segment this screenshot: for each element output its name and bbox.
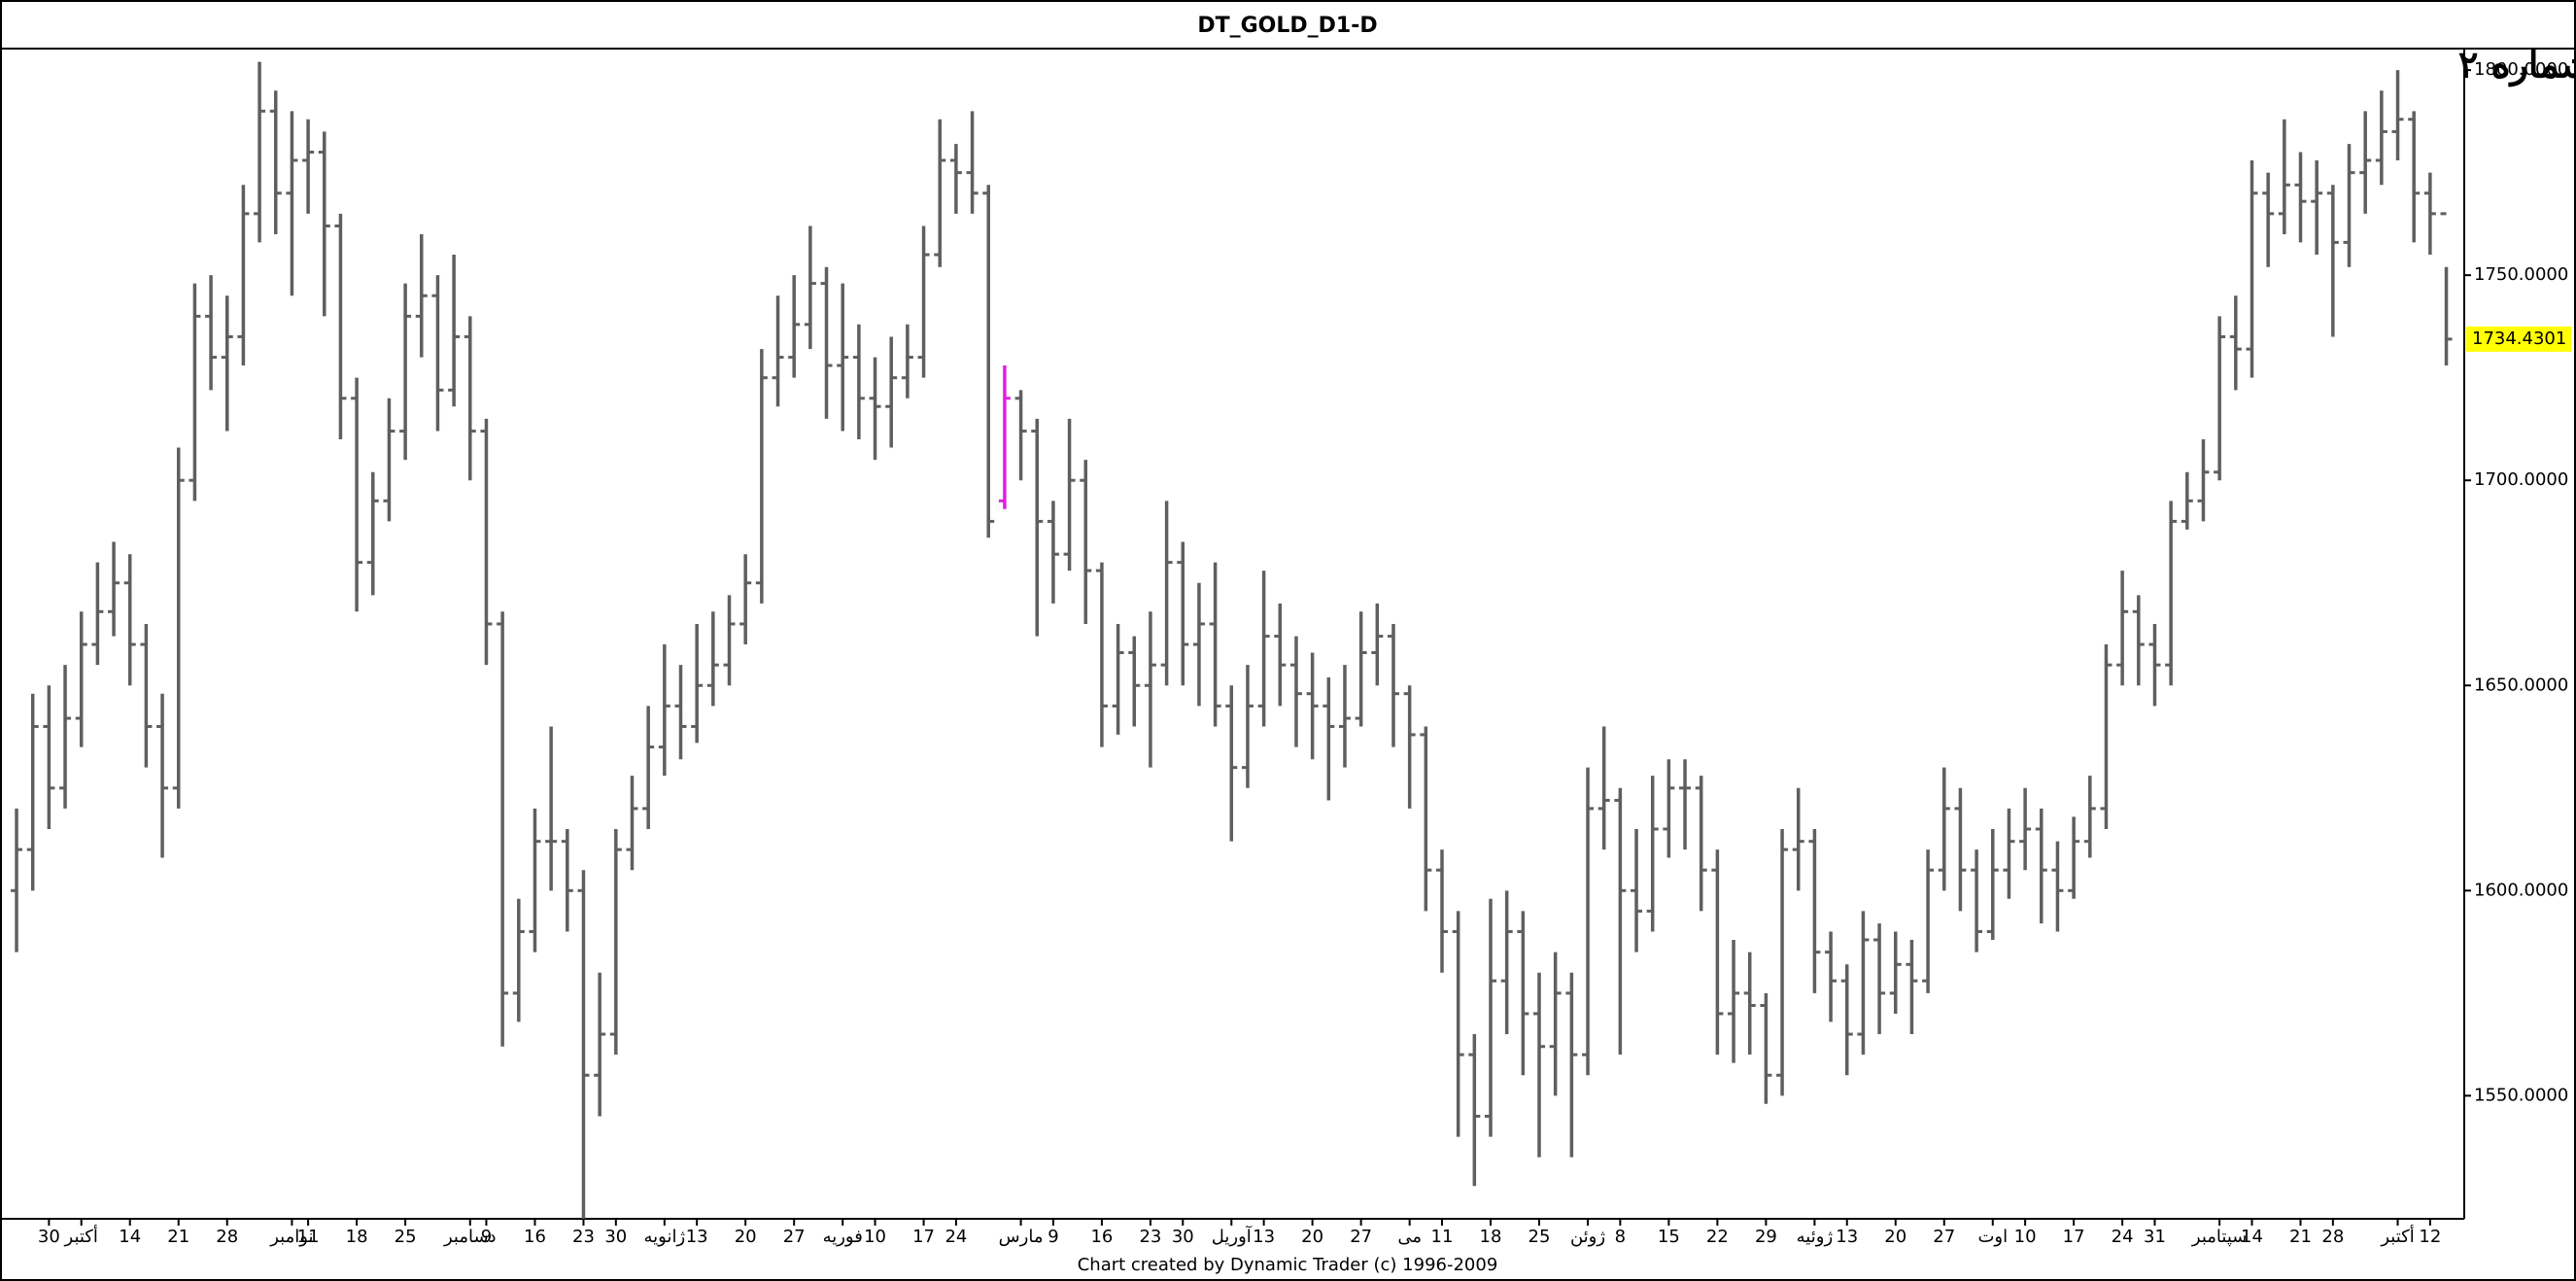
- x-tick-label: 27: [783, 1227, 806, 1247]
- x-tick-label: 9: [481, 1227, 492, 1247]
- x-tick-label: 11: [297, 1227, 320, 1247]
- x-tick-label: 21: [167, 1227, 189, 1247]
- x-tick-label: 28: [2321, 1227, 2344, 1247]
- x-tick-label: 27: [1933, 1227, 1955, 1247]
- x-tick-label: آوریل: [1212, 1225, 1253, 1247]
- x-tick-label: نوامبر: [269, 1227, 313, 1247]
- x-tick-label: 25: [1528, 1227, 1551, 1247]
- y-tick-label: 1700.0000: [2474, 469, 2568, 490]
- annotation: تصویر شماره ۲: [2458, 43, 2576, 87]
- x-tick-label: فوریه: [823, 1227, 863, 1247]
- x-tick-label: 18: [346, 1227, 368, 1247]
- y-tick-label: 1650.0000: [2474, 675, 2568, 695]
- x-tick-label: مارس: [999, 1227, 1044, 1247]
- x-tick-label: 30: [1172, 1227, 1194, 1247]
- x-tick-label: 15: [1658, 1227, 1680, 1247]
- x-tick-label: 8: [1615, 1227, 1626, 1247]
- x-tick-label: 13: [686, 1227, 708, 1247]
- x-tick-label: 12: [2419, 1227, 2441, 1247]
- x-tick-label: 13: [1836, 1227, 1858, 1247]
- x-tick-label: 20: [735, 1227, 757, 1247]
- x-tick-label: 23: [1139, 1227, 1161, 1247]
- x-tick-label: 9: [1048, 1227, 1058, 1247]
- x-tick-label: 17: [912, 1227, 935, 1247]
- x-tick-label: 24: [2112, 1227, 2134, 1247]
- x-tick-label: 28: [216, 1227, 238, 1247]
- x-tick-label: 30: [604, 1227, 627, 1247]
- x-tick-label: 27: [1350, 1227, 1372, 1247]
- x-tick-label: 16: [524, 1227, 546, 1247]
- x-tick-label: 13: [1253, 1227, 1275, 1247]
- chart-title: DT_GOLD_D1-D: [1197, 14, 1377, 38]
- x-tick-label: 14: [119, 1227, 141, 1247]
- x-tick-label: ژوئیه: [1797, 1227, 1833, 1247]
- y-tick-label: 1800.0000: [2474, 59, 2568, 80]
- x-tick-label: 20: [1884, 1227, 1906, 1247]
- x-tick-label: اوت: [1977, 1227, 2008, 1247]
- x-tick-label: أكتبر: [2380, 1225, 2414, 1247]
- x-tick-label: ژانویه: [643, 1227, 685, 1247]
- y-tick-label: 1600.0000: [2474, 880, 2568, 900]
- x-tick-label: 10: [864, 1227, 886, 1247]
- y-tick-label: 1550.0000: [2474, 1085, 2568, 1105]
- footer: Chart created by Dynamic Trader (c) 1996…: [1078, 1255, 1498, 1275]
- x-tick-label: 14: [2241, 1227, 2263, 1247]
- x-tick-label: 24: [945, 1227, 967, 1247]
- x-tick-label: 10: [2014, 1227, 2037, 1247]
- x-tick-label: 17: [2063, 1227, 2085, 1247]
- x-tick-label: 11: [1431, 1227, 1454, 1247]
- x-tick-label: 22: [1706, 1227, 1729, 1247]
- last-price-label: 1734.4301: [2472, 329, 2566, 349]
- x-tick-label: 25: [395, 1227, 417, 1247]
- x-tick-label: 16: [1090, 1227, 1113, 1247]
- x-tick-label: 29: [1755, 1227, 1777, 1247]
- y-tick-label: 1750.0000: [2474, 264, 2568, 285]
- x-tick-label: سپتامبر: [2191, 1227, 2247, 1247]
- x-tick-label: ژوئن: [1570, 1227, 1605, 1247]
- x-tick-label: 30: [38, 1227, 60, 1247]
- x-tick-label: 31: [2144, 1227, 2166, 1247]
- x-tick-label: 20: [1301, 1227, 1323, 1247]
- x-tick-label: 21: [2289, 1227, 2312, 1247]
- x-tick-label: 18: [1480, 1227, 1502, 1247]
- x-tick-label: مى: [1397, 1227, 1422, 1247]
- x-tick-label: أكتبر: [64, 1225, 98, 1247]
- last-price-box: [2466, 326, 2571, 352]
- x-tick-label: دسامبر: [443, 1227, 497, 1247]
- x-tick-label: 23: [572, 1227, 595, 1247]
